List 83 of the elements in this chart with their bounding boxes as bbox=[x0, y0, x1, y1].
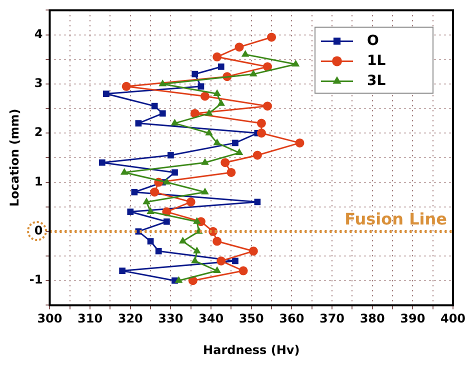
point bbox=[193, 246, 201, 254]
y-axis-title: Location (mm) bbox=[7, 108, 22, 207]
point bbox=[292, 60, 300, 67]
point bbox=[212, 236, 222, 246]
point bbox=[146, 207, 154, 214]
point bbox=[127, 208, 134, 215]
legend-label: 3L bbox=[367, 72, 386, 89]
point bbox=[235, 148, 244, 156]
point bbox=[262, 102, 272, 111]
y-tick-label: 4 bbox=[34, 26, 43, 41]
x-tick-label: 330 bbox=[158, 312, 184, 326]
point bbox=[216, 256, 226, 266]
point bbox=[205, 108, 213, 116]
legend-label: 1L bbox=[367, 52, 386, 69]
point bbox=[135, 120, 142, 126]
point bbox=[186, 197, 196, 206]
point bbox=[212, 52, 222, 62]
point bbox=[147, 238, 154, 244]
point bbox=[201, 188, 209, 194]
point bbox=[232, 140, 238, 146]
legend-label: O bbox=[367, 32, 379, 49]
point bbox=[200, 92, 210, 101]
point bbox=[256, 128, 266, 138]
point bbox=[254, 198, 261, 206]
point bbox=[232, 258, 238, 264]
point bbox=[168, 152, 174, 158]
point bbox=[213, 266, 221, 274]
x-tick-label: 300 bbox=[37, 312, 62, 326]
point bbox=[217, 99, 226, 106]
y-tick-label: 2 bbox=[34, 125, 43, 140]
point bbox=[98, 159, 106, 166]
x-tick-label: 320 bbox=[118, 312, 143, 326]
y-tick-label: 0 bbox=[34, 224, 43, 238]
x-tick-label: 350 bbox=[238, 312, 264, 326]
x-tick-label: 390 bbox=[400, 312, 426, 326]
x-tick-label: 340 bbox=[198, 312, 224, 326]
point bbox=[120, 168, 128, 175]
point bbox=[170, 118, 179, 126]
point bbox=[213, 138, 221, 146]
point bbox=[122, 82, 131, 91]
point bbox=[174, 276, 183, 283]
point bbox=[295, 138, 304, 148]
x-axis-title: Hardness (Hv) bbox=[203, 342, 300, 357]
point bbox=[249, 70, 258, 76]
point bbox=[256, 118, 266, 128]
point bbox=[218, 64, 224, 70]
point bbox=[198, 83, 204, 90]
point bbox=[201, 158, 209, 165]
point bbox=[191, 256, 199, 264]
point bbox=[226, 168, 236, 177]
x-tick-label: 400 bbox=[440, 312, 466, 326]
point bbox=[103, 90, 110, 97]
point bbox=[248, 246, 258, 256]
point bbox=[205, 128, 213, 136]
point bbox=[220, 158, 230, 168]
point bbox=[151, 102, 158, 110]
point bbox=[163, 218, 170, 225]
x-tick-label: 310 bbox=[78, 312, 103, 326]
point bbox=[267, 32, 276, 42]
x-tick-label: 360 bbox=[279, 312, 304, 326]
ref-line-label: Fusion Line bbox=[344, 210, 448, 229]
point bbox=[252, 150, 262, 160]
y-tick-label: 1 bbox=[34, 174, 43, 188]
point bbox=[241, 50, 250, 57]
point bbox=[155, 248, 162, 254]
point bbox=[234, 42, 244, 52]
point bbox=[158, 79, 167, 86]
point bbox=[238, 266, 248, 276]
point bbox=[131, 188, 138, 196]
point bbox=[193, 217, 201, 224]
point bbox=[192, 70, 198, 78]
x-tick-label: 380 bbox=[360, 312, 385, 326]
point bbox=[172, 169, 178, 176]
y-tick-label: 3 bbox=[34, 76, 43, 90]
y-tick-label: -1 bbox=[29, 272, 43, 287]
point bbox=[142, 197, 150, 204]
point bbox=[178, 236, 187, 244]
x-tick-label: 370 bbox=[319, 312, 345, 326]
point bbox=[213, 89, 221, 96]
point bbox=[119, 268, 126, 274]
point bbox=[162, 178, 171, 185]
point bbox=[150, 188, 160, 197]
point bbox=[159, 110, 166, 117]
